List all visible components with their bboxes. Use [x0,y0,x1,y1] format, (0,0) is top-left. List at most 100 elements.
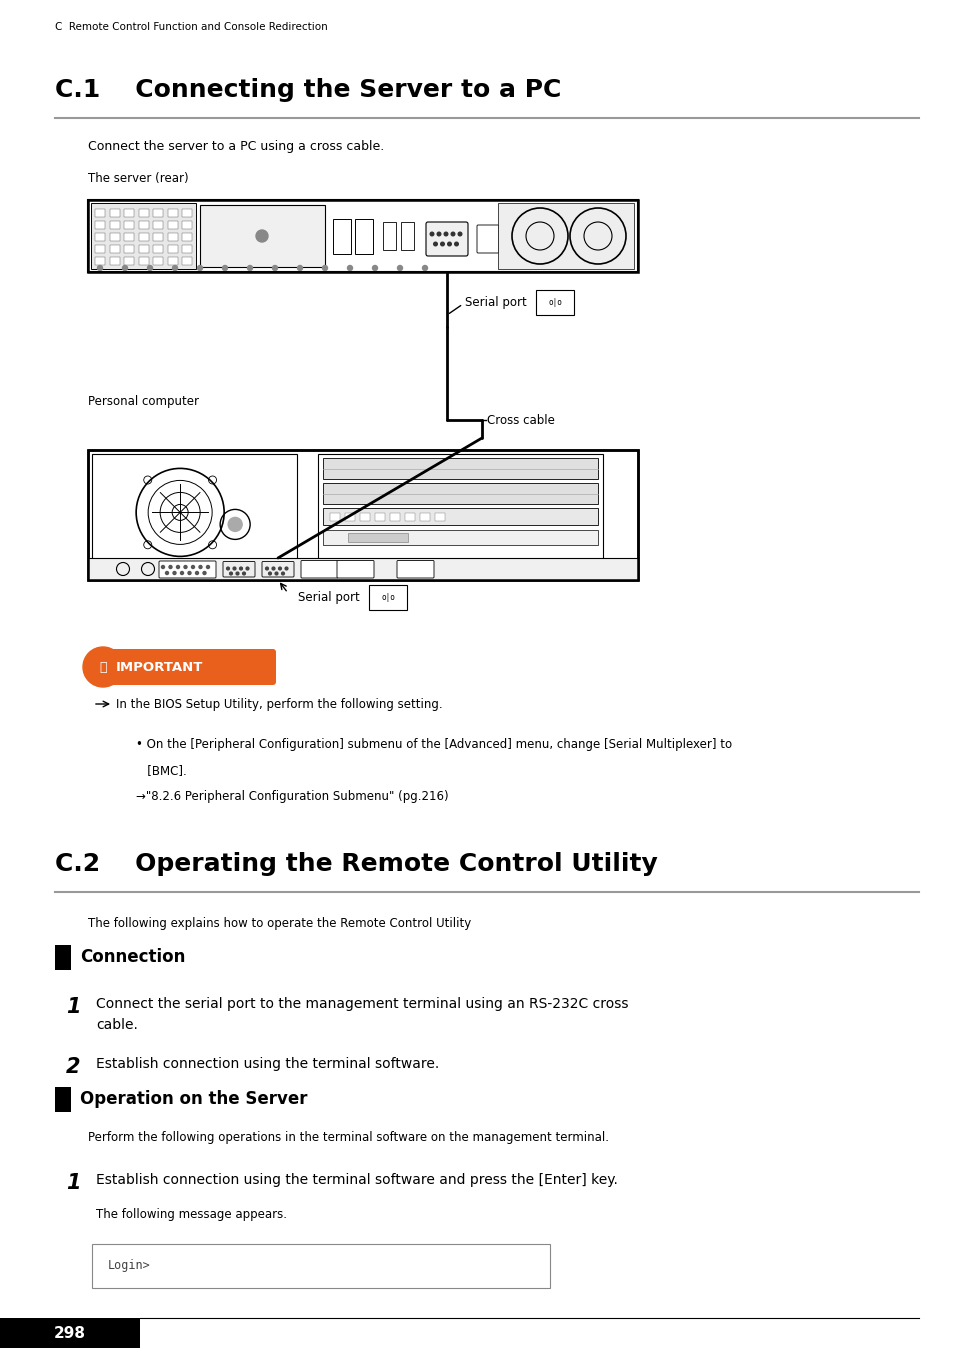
Circle shape [83,647,123,687]
FancyBboxPatch shape [333,218,351,253]
FancyBboxPatch shape [138,232,149,241]
FancyBboxPatch shape [182,256,192,266]
Circle shape [188,572,191,574]
Text: C.1    Connecting the Server to a PC: C.1 Connecting the Server to a PC [55,78,560,102]
Circle shape [235,572,238,574]
Text: Operation on the Server: Operation on the Server [80,1091,307,1108]
FancyBboxPatch shape [168,256,177,266]
Circle shape [281,572,284,574]
FancyBboxPatch shape [526,225,548,253]
Circle shape [176,566,179,569]
FancyBboxPatch shape [152,244,163,253]
FancyBboxPatch shape [88,558,638,580]
Circle shape [265,568,268,570]
Circle shape [440,243,444,245]
FancyBboxPatch shape [108,648,275,685]
Text: The server (rear): The server (rear) [88,173,189,185]
FancyBboxPatch shape [168,209,177,217]
FancyBboxPatch shape [396,561,434,578]
FancyBboxPatch shape [345,514,355,520]
Circle shape [434,243,436,245]
Circle shape [242,572,245,574]
FancyBboxPatch shape [262,562,294,577]
Text: Connect the server to a PC using a cross cable.: Connect the server to a PC using a cross… [88,140,384,154]
Circle shape [233,568,235,570]
Circle shape [372,266,377,271]
Circle shape [199,566,202,569]
Circle shape [203,572,206,574]
FancyBboxPatch shape [369,585,407,611]
Circle shape [227,568,229,570]
FancyBboxPatch shape [95,209,105,217]
FancyBboxPatch shape [330,514,339,520]
Circle shape [347,266,352,271]
FancyBboxPatch shape [91,204,195,270]
Text: [BMC].: [BMC]. [136,764,187,776]
FancyBboxPatch shape [95,232,105,241]
Circle shape [165,572,169,574]
Circle shape [322,266,327,271]
Text: 1: 1 [66,1173,80,1193]
FancyBboxPatch shape [182,221,192,229]
Text: 1: 1 [66,998,80,1016]
Circle shape [172,266,177,271]
Circle shape [273,266,277,271]
Circle shape [122,266,128,271]
FancyBboxPatch shape [503,225,525,253]
Circle shape [278,568,281,570]
Circle shape [222,266,227,271]
Text: 🖊: 🖊 [99,661,107,674]
FancyBboxPatch shape [138,256,149,266]
Circle shape [247,266,253,271]
FancyBboxPatch shape [152,256,163,266]
Text: Establish connection using the terminal software and press the [Enter] key.: Establish connection using the terminal … [96,1173,618,1188]
FancyBboxPatch shape [55,945,71,969]
FancyBboxPatch shape [323,530,598,545]
FancyBboxPatch shape [152,209,163,217]
Circle shape [228,518,242,531]
Circle shape [161,566,164,569]
FancyBboxPatch shape [182,209,192,217]
Text: Serial port: Serial port [297,590,359,604]
Circle shape [272,568,274,570]
Circle shape [172,572,175,574]
Circle shape [192,566,194,569]
FancyBboxPatch shape [200,205,325,267]
Circle shape [297,266,302,271]
Circle shape [285,568,288,570]
FancyBboxPatch shape [110,209,119,217]
FancyBboxPatch shape [91,454,296,576]
Circle shape [230,572,233,574]
Circle shape [239,568,242,570]
FancyBboxPatch shape [110,256,119,266]
Text: The following explains how to operate the Remote Control Utility: The following explains how to operate th… [88,917,471,930]
Text: Establish connection using the terminal software.: Establish connection using the terminal … [96,1057,438,1072]
FancyBboxPatch shape [110,244,119,253]
Circle shape [97,266,102,271]
Text: Perform the following operations in the terminal software on the management term: Perform the following operations in the … [88,1131,608,1144]
FancyBboxPatch shape [223,562,254,577]
Circle shape [255,231,268,243]
FancyBboxPatch shape [405,514,415,520]
Circle shape [206,566,210,569]
FancyBboxPatch shape [95,244,105,253]
Text: Cross cable: Cross cable [486,414,555,426]
FancyBboxPatch shape [95,221,105,229]
FancyBboxPatch shape [124,221,133,229]
Circle shape [269,572,271,574]
Text: Login>: Login> [108,1259,151,1273]
FancyBboxPatch shape [355,218,373,253]
FancyBboxPatch shape [317,454,602,576]
FancyBboxPatch shape [419,514,430,520]
Text: 298: 298 [54,1325,86,1340]
FancyBboxPatch shape [182,232,192,241]
FancyBboxPatch shape [110,221,119,229]
FancyBboxPatch shape [182,244,192,253]
FancyBboxPatch shape [336,561,374,578]
FancyBboxPatch shape [168,221,177,229]
Circle shape [169,566,172,569]
FancyBboxPatch shape [168,232,177,241]
FancyBboxPatch shape [426,222,468,256]
FancyBboxPatch shape [124,232,133,241]
FancyBboxPatch shape [124,244,133,253]
